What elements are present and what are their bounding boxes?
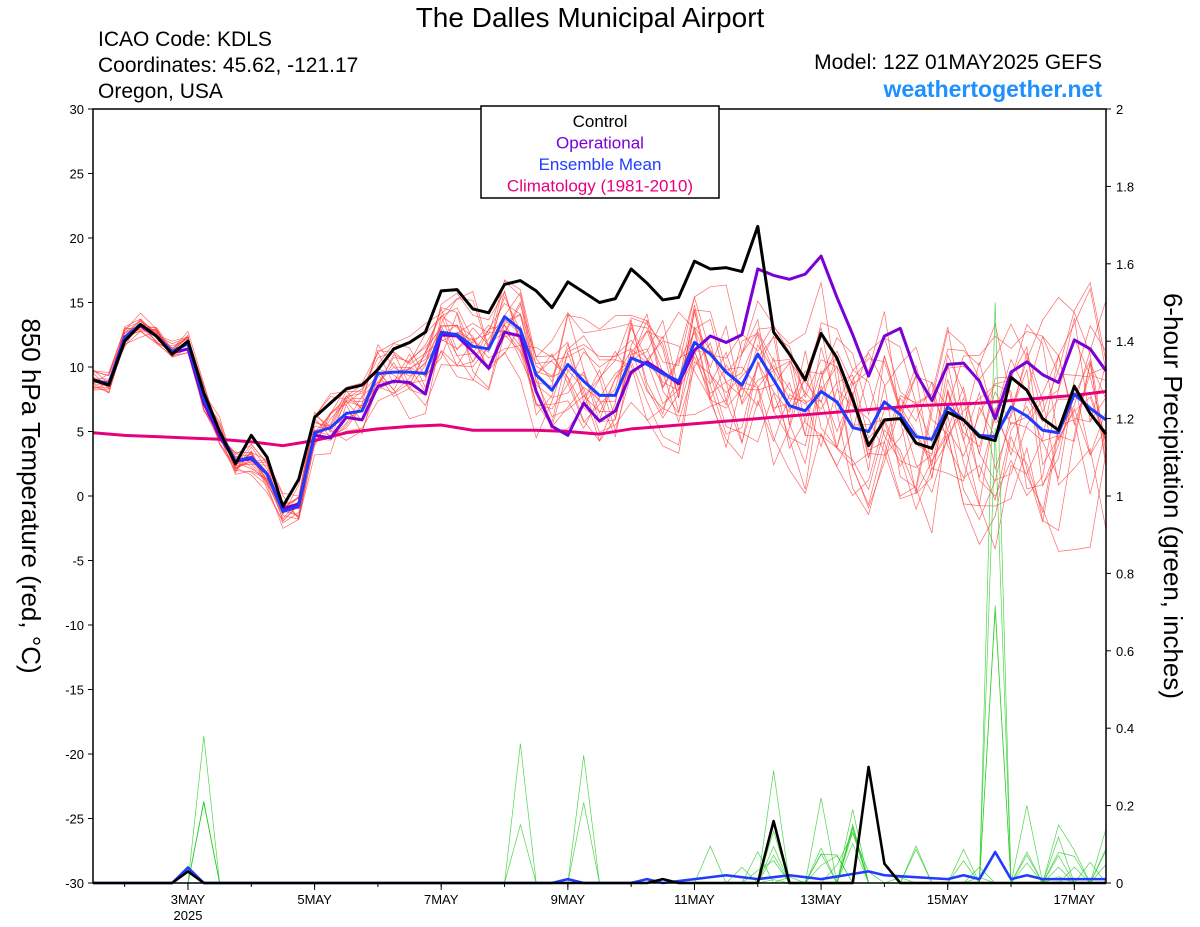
y-tick-label: -5 <box>72 554 84 569</box>
climatology-temp-line <box>92 390 1107 448</box>
member-precip-line <box>93 428 1106 884</box>
chart-title: The Dalles Municipal Airport <box>415 2 765 33</box>
x-tick-label: 5MAY <box>297 892 332 907</box>
member-temp-line <box>92 281 1107 520</box>
coordinates: Coordinates: 45.62, -121.17 <box>98 54 359 77</box>
legend-entry: Ensemble Mean <box>539 155 662 174</box>
y2-tick-label: 0.6 <box>1116 644 1134 659</box>
y2-tick-label: 1.4 <box>1116 334 1134 349</box>
y-tick-label: 25 <box>70 167 84 182</box>
y2-tick-label: 1.8 <box>1116 179 1134 194</box>
member-precip-line <box>93 823 1107 884</box>
y2-axis-label: 6-hour Precipitation (green, inches) <box>1158 293 1188 699</box>
member-precip-line <box>93 800 1107 884</box>
x-tick-label: 17MAY <box>1054 892 1096 907</box>
site-name: weathertogether.net <box>883 76 1102 102</box>
series-lines <box>92 224 1108 885</box>
member-temp-line <box>92 292 1107 520</box>
x-tick-label: 9MAY <box>551 892 586 907</box>
plot-frame <box>92 108 1107 884</box>
member-precip-line <box>93 605 1106 884</box>
member-temp-line <box>92 280 1107 514</box>
y-tick-label: 5 <box>77 425 84 440</box>
left-axis-ticks: 30 25 20 15 10 5 0 -5 -10 -15 -20 -25 -30 <box>65 102 93 891</box>
legend-entry: Climatology (1981-2010) <box>507 177 693 196</box>
ensemble-mean-precip-line <box>93 850 1106 885</box>
member-temp-line <box>92 315 1107 532</box>
member-temp-line <box>92 313 1107 522</box>
y-tick-label: 20 <box>70 231 84 246</box>
control-precip-line <box>93 765 1106 885</box>
model-run: Model: 12Z 01MAY2025 GEFS <box>814 51 1102 74</box>
y-tick-label: 15 <box>70 296 84 311</box>
right-axis-ticks: 2 1.8 1.6 1.4 1.2 1 0.8 0.6 0.4 0.2 0 <box>1106 102 1134 891</box>
y2-tick-label: 0.4 <box>1116 721 1134 736</box>
y2-tick-label: 0 <box>1116 876 1123 891</box>
y-tick-label: 0 <box>77 489 84 504</box>
member-precip-line <box>93 302 1107 884</box>
y2-tick-label: 0.2 <box>1116 799 1134 814</box>
y2-tick-label: 1 <box>1116 489 1123 504</box>
control-temp-line <box>92 224 1108 508</box>
legend-entry: Operational <box>556 134 644 153</box>
y-tick-label: -10 <box>65 618 84 633</box>
member-precip-line <box>93 802 1106 884</box>
y-tick-label: 30 <box>70 102 84 117</box>
member-precip-line <box>93 610 1107 884</box>
operational-temp-line <box>92 254 1108 511</box>
member-temp-line <box>92 289 1107 522</box>
y-tick-label: -15 <box>65 683 84 698</box>
member-temp-line <box>92 296 1107 516</box>
y-tick-label: 10 <box>70 360 84 375</box>
member-temp-line <box>92 300 1107 502</box>
icao-code: ICAO Code: KDLS <box>98 28 272 51</box>
member-temp-line <box>92 296 1107 518</box>
y-tick-label: -30 <box>65 876 84 891</box>
x-tick-label: 15MAY <box>927 892 969 907</box>
member-precip-line <box>93 802 1106 884</box>
x-tick-label: 3MAY <box>171 892 206 907</box>
region: Oregon, USA <box>98 80 223 103</box>
y-tick-label: -25 <box>65 812 84 827</box>
member-precip-line <box>93 827 1106 884</box>
y-axis-label: 850 hPa Temperature (red, °C) <box>16 318 46 673</box>
x-tick-label: 13MAY <box>800 892 842 907</box>
y2-tick-label: 1.2 <box>1116 412 1134 427</box>
legend-box <box>480 105 720 199</box>
x-tick-sublabel: 2025 <box>174 908 203 923</box>
precip-members <box>93 302 1107 884</box>
y-tick-label: -20 <box>65 747 84 762</box>
y2-tick-label: 0.8 <box>1116 566 1134 581</box>
y2-tick-label: 2 <box>1116 102 1123 117</box>
x-tick-label: 7MAY <box>424 892 459 907</box>
member-temp-line <box>92 311 1107 551</box>
legend-entry: Control <box>573 112 628 131</box>
legend: Control Operational Ensemble Mean Climatolo… <box>480 105 720 199</box>
y2-tick-label: 1.6 <box>1116 257 1134 272</box>
member-temp-line <box>92 307 1107 513</box>
x-tick-label: 11MAY <box>674 892 715 907</box>
ensemble-mean-temp-line <box>92 315 1107 513</box>
member-temp-line <box>92 304 1107 519</box>
